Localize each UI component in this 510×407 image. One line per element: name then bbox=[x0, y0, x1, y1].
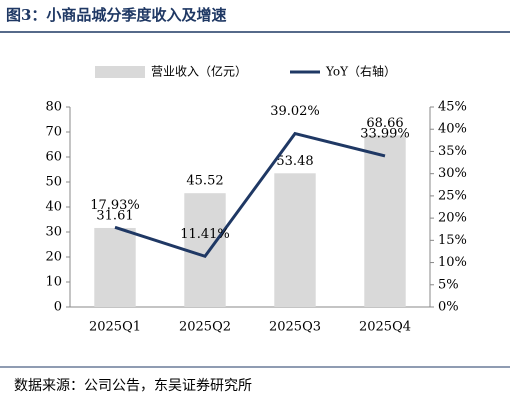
line bbox=[114, 131, 386, 259]
y2-tick-label: 15% bbox=[438, 233, 467, 248]
chart-title: 图3：小商品城分季度收入及增速 bbox=[6, 6, 226, 24]
line-value-label: 33.99% bbox=[360, 126, 410, 141]
bar-value-label: 31.61 bbox=[96, 208, 133, 223]
bar bbox=[94, 227, 136, 307]
y-tick-label: 10 bbox=[45, 275, 62, 290]
y2-tick-label: 35% bbox=[438, 144, 467, 159]
y-tick-label: 20 bbox=[45, 250, 62, 265]
bar bbox=[184, 193, 226, 307]
bar bbox=[274, 173, 316, 307]
y-tick-label: 60 bbox=[45, 150, 62, 165]
y-tick-label: 0 bbox=[54, 300, 62, 315]
legend-label: YoY（右轴） bbox=[325, 64, 396, 79]
x-tick-label: 2025Q2 bbox=[179, 320, 231, 335]
y2-tick-label: 30% bbox=[438, 166, 467, 181]
y2-tick-label: 25% bbox=[438, 188, 467, 203]
bar-value-label: 68.66 bbox=[366, 116, 403, 131]
bar-value-label: 53.48 bbox=[276, 154, 313, 169]
x-tick-label: 2025Q4 bbox=[359, 320, 411, 335]
y-tick-label: 30 bbox=[45, 225, 62, 240]
y-tick-label: 80 bbox=[45, 100, 62, 115]
line-value-label: 17.93% bbox=[90, 198, 140, 213]
legend-label: 营业收入（亿元） bbox=[151, 64, 247, 79]
source-note: 数据来源：公司公告，东吴证券研究所 bbox=[14, 378, 252, 394]
line-value-label: 39.02% bbox=[270, 104, 320, 119]
y2-tick-label: 0% bbox=[438, 300, 459, 315]
y2-tick-label: 10% bbox=[438, 255, 467, 270]
x-tick-label: 2025Q1 bbox=[89, 320, 141, 335]
y-tick-label: 70 bbox=[45, 125, 62, 140]
y2-tick-label: 20% bbox=[438, 211, 467, 226]
legend-swatch bbox=[95, 66, 145, 78]
y2-tick-label: 5% bbox=[438, 277, 459, 292]
y2-tick-label: 45% bbox=[438, 100, 467, 115]
y-tick-label: 40 bbox=[45, 200, 62, 215]
y-tick-label: 50 bbox=[45, 175, 62, 190]
x-tick-label: 2025Q3 bbox=[269, 320, 321, 335]
bar bbox=[364, 135, 406, 307]
line-value-label: 11.41% bbox=[180, 227, 230, 242]
y2-tick-label: 40% bbox=[438, 122, 467, 137]
bar-value-label: 45.52 bbox=[186, 174, 223, 189]
